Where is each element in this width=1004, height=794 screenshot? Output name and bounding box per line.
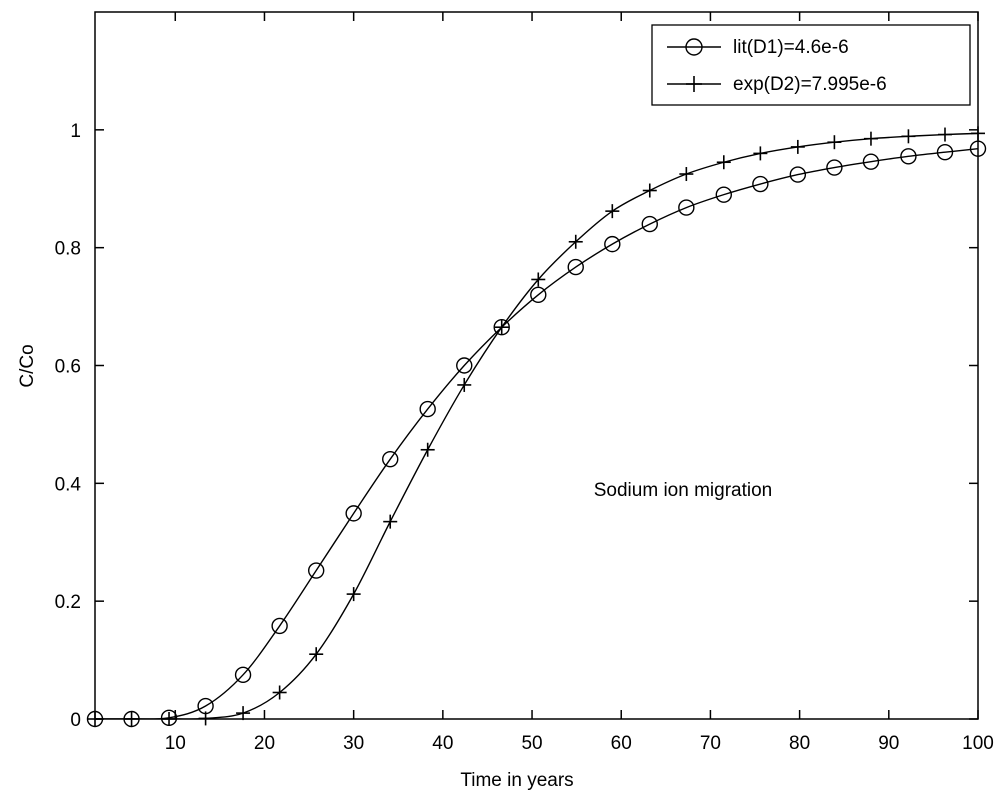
x-tick-label: 10 [165,733,186,754]
data-point-exp [790,139,805,154]
data-point-lit [678,199,695,216]
data-point-exp [162,712,177,726]
data-point-exp [88,712,102,726]
x-tick-label: 50 [521,733,542,754]
y-tick-label: 1 [70,121,81,142]
x-tick-label: 60 [611,733,632,754]
plot-frame [94,11,979,720]
y-tick-label: 0.6 [55,357,81,378]
data-point-exp [236,706,251,721]
data-point-exp [531,272,546,287]
data-point-exp [346,587,361,602]
data-point-exp [827,135,842,150]
data-point-lit [493,319,510,336]
data-point-exp [971,126,985,141]
data-point-lit [86,710,104,728]
data-point-exp [642,183,657,198]
series-layer [95,132,978,719]
data-point-exp [198,711,213,726]
data-point-lit [826,159,843,176]
data-point-lit [789,166,807,183]
data-point-lit [900,148,917,165]
x-tick-label: 20 [254,733,275,754]
x-tick-label: 30 [343,733,364,754]
x-axis-title: Time in years [460,770,573,791]
legend-label-exp: exp(D2)=7.995e-6 [733,74,887,95]
data-point-exp [457,377,472,392]
data-point-lit [604,235,621,253]
data-point-exp [753,146,768,161]
data-point-lit [382,450,399,468]
x-tick-label: 80 [789,733,810,754]
y-tick-label: 0.2 [55,592,81,613]
legend: lit(D1)=4.6e-6 exp(D2)=7.995e-6 [651,24,971,106]
legend-box [651,24,971,106]
data-point-exp [124,712,139,726]
data-point-lit [456,357,473,374]
legend-circle-marker [685,38,703,56]
data-point-exp [937,127,952,142]
data-point-lit [271,617,288,635]
data-point-exp [901,129,916,144]
axes: 10 20 30 40 50 60 70 80 90 100 0 0.2 0.4 0.6 0.8 1 [55,11,994,754]
data-point-exp [679,167,694,182]
y-tick-label: 0.8 [55,239,81,260]
y-tick-label: 0 [70,710,81,731]
x-tick-label: 100 [962,733,994,754]
data-point-lit [936,144,954,161]
data-point-lit [123,710,140,728]
data-point-lit [969,140,987,157]
data-point-lit [752,175,769,193]
series-line-exp [95,132,978,719]
data-point-lit [307,562,325,579]
data-point-lit [862,153,880,170]
data-point-lit [715,186,733,203]
x-tick-label: 70 [700,733,721,754]
data-point-lit [567,258,584,276]
data-point-exp [568,234,583,249]
x-tick-label: 40 [432,733,453,754]
data-point-exp [383,514,398,529]
data-point-exp [420,442,435,457]
y-tick-label: 0.4 [55,474,82,495]
data-point-exp [494,320,509,335]
marker-layer [86,126,987,728]
data-point-exp [716,155,731,170]
data-point-lit [641,215,658,233]
legend-label-lit: lit(D1)=4.6e-6 [733,37,849,58]
data-point-lit [530,286,547,303]
data-point-exp [863,131,878,146]
series-line-lit [95,147,978,719]
data-point-exp [605,204,620,219]
annotation-text: Sodium ion migration [594,480,772,501]
data-point-lit [234,666,252,684]
data-point-exp [309,647,324,662]
x-tick-label: 90 [878,733,899,754]
data-point-lit [419,400,436,418]
data-point-lit [345,505,362,522]
data-point-exp [272,685,287,700]
y-axis-title: C/Co [17,344,38,387]
